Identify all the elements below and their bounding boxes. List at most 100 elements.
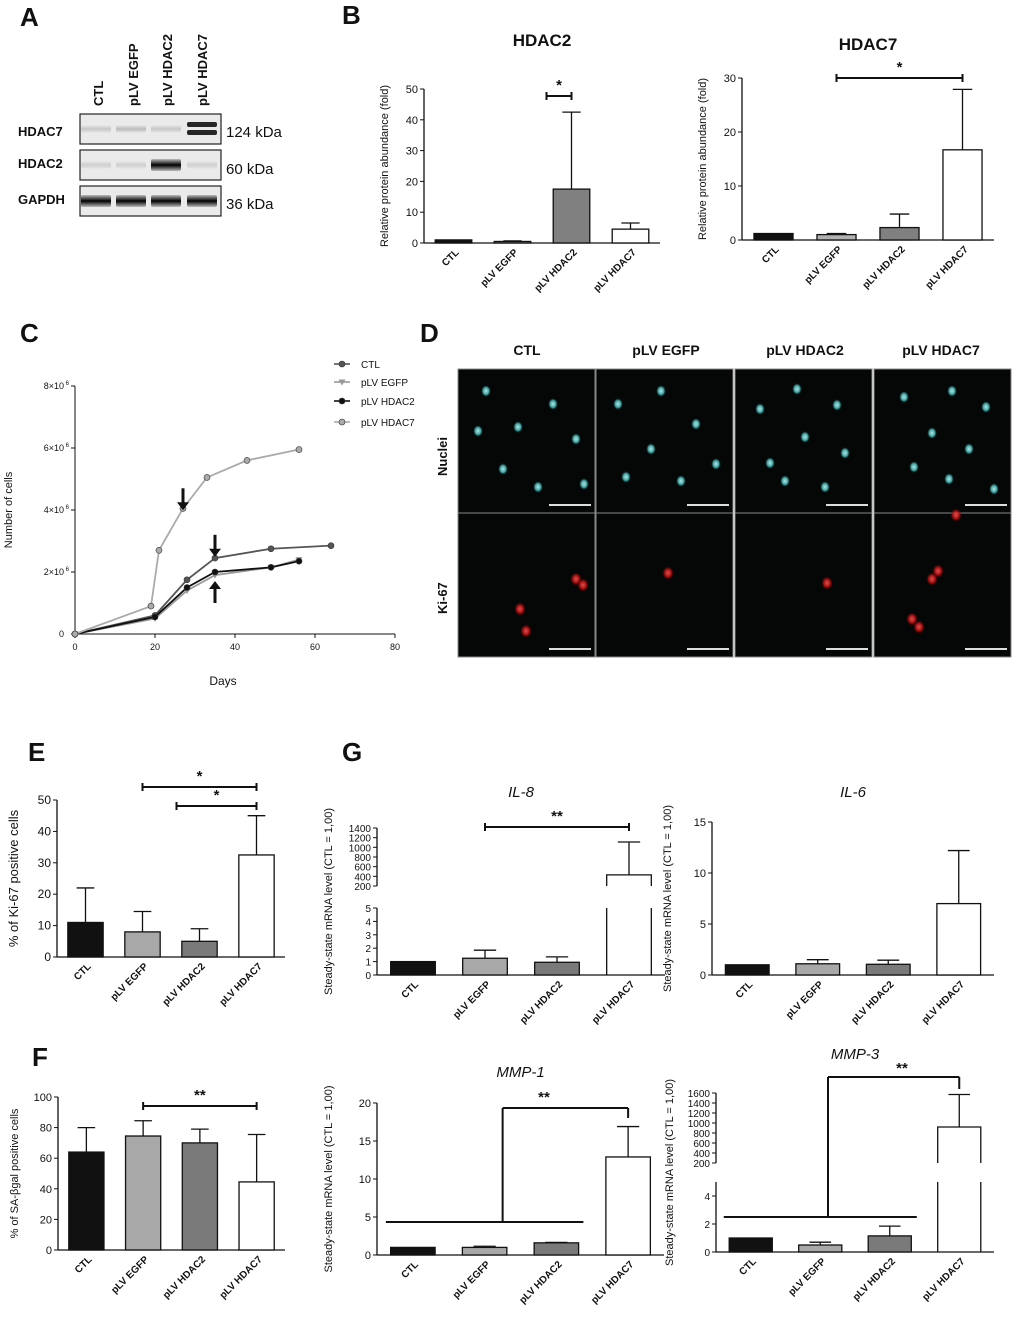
chart-b-hdac7: 0 10 20 30 CTL pLV EGFP pLV HDAC2 pLV HDAC7 HDAC… [697,35,994,291]
ki67-spot [514,602,526,616]
blot-band [187,122,217,127]
series-marker [151,613,159,621]
significance-label: ** [194,1087,206,1104]
arrow-head [209,548,221,557]
micro-tile [595,512,734,658]
y-tick-label: 3 [365,931,371,942]
nucleus [579,478,589,490]
x-tick-label: pLV HDAC2 [161,1254,208,1301]
bar [534,961,580,976]
x-tick-label: CTL [399,1259,421,1281]
x-tick-label: pLV HDAC7 [924,244,971,291]
bar [461,1246,508,1256]
chart-g-mmp1: 0 5 10 15 20 CTL pLV EGFP pLV HDAC2 pLV HDAC7 MMP… [323,1064,664,1306]
panel-label-a: A [20,2,39,32]
ki67-spot [821,576,833,590]
series-marker [147,602,155,610]
y-tick-label: 5 [700,919,706,931]
y-tick-label: 0 [46,1245,52,1257]
micro-row-label: Ki-67 [435,582,450,614]
y-tick-label: 2×10 [44,567,64,577]
micro-tile [873,368,1012,514]
y-tick-label: 30 [406,146,418,158]
x-tick-label: pLV EGFP [109,961,151,1003]
y-tick-label: 50 [406,84,418,96]
blot-lane-label: pLV HDAC2 [160,34,175,106]
y-tick-label: 4 [704,1192,710,1203]
blot-band [116,125,146,133]
nucleus [840,447,850,459]
y-tick-label: 100 [34,1092,52,1104]
nucleus [613,398,623,410]
chart-title: HDAC2 [513,31,572,50]
y-tick-label: 10 [406,207,418,219]
nucleus [792,383,802,395]
micro-column-label: CTL [513,342,541,358]
nucleus [780,475,790,487]
x-tick-label: pLV EGFP [109,1254,151,1296]
x-tick-label: 60 [310,642,320,652]
panel-label-f: F [32,1042,48,1072]
legend-marker [338,379,346,386]
series-marker [203,474,211,481]
bar [238,1181,275,1251]
nucleus [832,399,842,411]
series-marker [267,564,275,571]
x-tick-label: pLV HDAC2 [861,244,908,291]
bar [942,149,983,241]
x-tick-label: pLV HDAC7 [920,1256,967,1303]
micro-column-label: pLV HDAC2 [766,342,844,358]
x-tick-label: pLV HDAC7 [590,979,637,1026]
x-tick-label: pLV HDAC2 [518,1259,565,1306]
series-line [74,558,300,635]
blot-band [151,159,181,171]
nucleus [621,471,631,483]
y-tick-label: 1 [365,958,371,969]
blot-band [151,125,181,133]
nucleus [676,475,686,487]
nucleus [927,427,937,439]
bar [552,188,591,244]
y-tick-label: 40 [38,824,52,838]
y-tick-label: 6×10 [44,443,64,453]
bar [434,239,473,244]
ki67-spot [913,620,925,634]
y-tick-exponent: 6 [66,443,70,449]
bar [865,963,911,976]
y-tick-label: 600 [693,1139,710,1150]
y-tick-label: 10 [38,919,52,933]
y-tick-label: 20 [359,1098,371,1110]
y-axis-label: Steady-state mRNA level (CTL = 1,00) [323,1086,335,1273]
significance-label: * [556,77,562,94]
micro-tile [873,512,1012,658]
immunofluorescence-grid: CTL pLV EGFP pLV HDAC2 pLV HDAC7 Nuclei … [435,342,1012,658]
nucleus [646,443,656,455]
bar [493,240,532,244]
blot-band [116,161,146,169]
y-tick-label: 2 [365,944,371,955]
nucleus [513,421,523,433]
y-tick-label: 15 [359,1136,371,1148]
nucleus [656,385,666,397]
significance-label: * [214,787,220,804]
x-tick-label: 0 [72,642,77,652]
panel-label-e: E [28,737,45,767]
y-tick-label: 5 [365,904,371,915]
blot-size-label: 124 kDa [226,124,283,141]
significance-label: ** [551,808,563,825]
series-marker [183,584,191,591]
chart-f: 0 20 40 60 80 100 CTL pLV EGFP pLV HDAC2 pLV HDAC… [9,1087,285,1301]
significance-label: * [197,768,203,785]
chart-b-hdac2: 0 10 20 30 40 50 CTL pLV EGFP pLV HDAC2 pLV HDAC7… [379,31,660,294]
y-tick-label: 1200 [349,834,372,845]
nucleus [800,431,810,443]
nucleus [765,457,775,469]
micro-row-label: Nuclei [435,437,450,476]
y-tick-label: 50 [38,793,52,807]
bar [389,1246,436,1256]
bar [67,921,104,958]
legend-marker [338,418,346,426]
y-tick-label: 0 [412,238,418,250]
